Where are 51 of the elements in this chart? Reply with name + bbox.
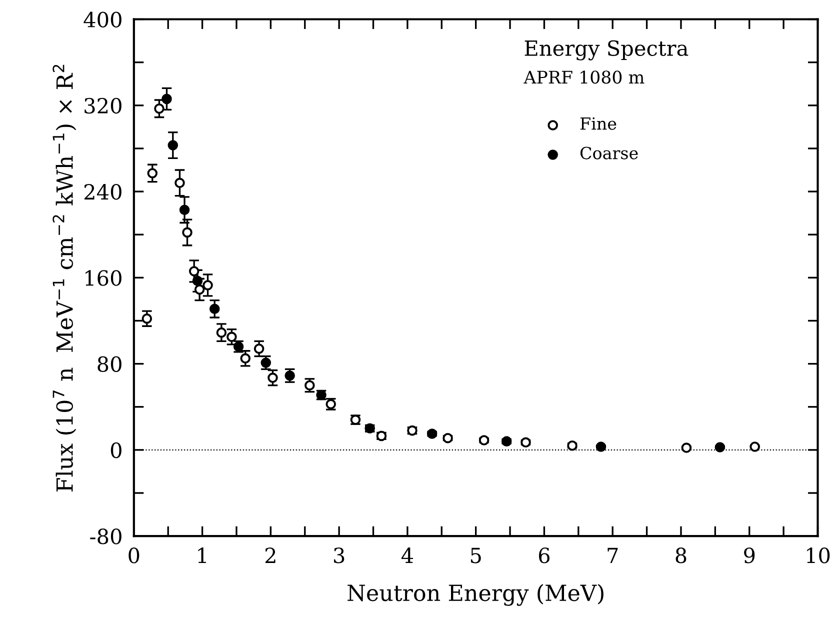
x-axis-title: Neutron Energy (MeV) bbox=[348, 584, 604, 606]
point bbox=[714, 442, 726, 452]
y-tick-label: -80 bbox=[90, 528, 122, 544]
x-tick-label: 5 bbox=[470, 548, 481, 564]
point bbox=[254, 344, 264, 354]
point bbox=[304, 380, 315, 390]
point bbox=[182, 227, 192, 238]
point bbox=[442, 432, 453, 444]
x-tick-label: 4 bbox=[401, 548, 414, 564]
y-tick-label: 160 bbox=[86, 270, 122, 286]
point bbox=[284, 370, 295, 381]
y-tick-label: 240 bbox=[84, 184, 122, 200]
point bbox=[194, 284, 205, 295]
point bbox=[240, 353, 251, 364]
point bbox=[174, 178, 185, 188]
point bbox=[202, 280, 213, 290]
legend-label: Coarse bbox=[580, 146, 638, 160]
point bbox=[226, 332, 237, 342]
x-tick-label: 6 bbox=[538, 548, 550, 564]
point bbox=[209, 304, 220, 314]
point bbox=[750, 442, 760, 452]
point bbox=[268, 372, 278, 383]
y-tick-label: 0 bbox=[110, 442, 122, 458]
x-tick-label: 2 bbox=[265, 548, 276, 564]
annotation: APRF 1080 m bbox=[524, 70, 644, 84]
point bbox=[681, 442, 692, 453]
point bbox=[216, 327, 227, 338]
x-tick-label: 8 bbox=[676, 548, 686, 564]
point bbox=[179, 204, 190, 215]
x-tick-label: 1 bbox=[198, 548, 206, 564]
point bbox=[478, 435, 490, 446]
legend-label: Fine bbox=[580, 117, 616, 130]
x-tick-label: 7 bbox=[608, 548, 618, 564]
x-tick-label: 10 bbox=[807, 548, 830, 564]
x-tick-label: 0 bbox=[128, 548, 140, 564]
y-tick-label: 320 bbox=[84, 98, 122, 114]
point bbox=[520, 437, 531, 448]
x-tick-label: 3 bbox=[334, 548, 344, 564]
point bbox=[162, 94, 172, 104]
point bbox=[567, 440, 578, 451]
point bbox=[147, 168, 158, 178]
point bbox=[596, 442, 606, 452]
text: Flux (10$^{7}$ n MeV$^{−1}$ cm$^{−2}$ kWh$^{−1}$) × R$^{2}$ bbox=[52, 64, 76, 492]
point bbox=[154, 103, 164, 114]
point bbox=[168, 140, 178, 150]
point bbox=[188, 266, 200, 276]
x-tick-label: 9 bbox=[744, 548, 755, 564]
annotation: Energy Spectra bbox=[524, 40, 688, 60]
y-tick-label: 400 bbox=[84, 12, 122, 28]
y-tick-label: 80 bbox=[98, 356, 122, 372]
point bbox=[142, 313, 152, 324]
